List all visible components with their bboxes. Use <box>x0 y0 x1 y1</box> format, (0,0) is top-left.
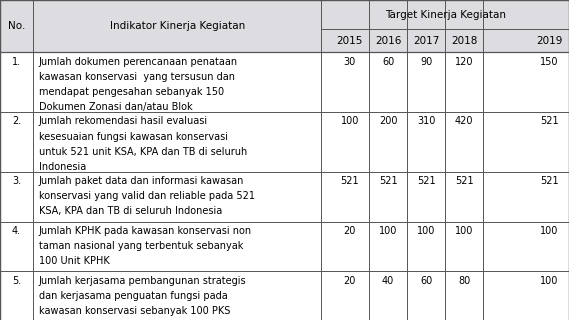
Text: 2016: 2016 <box>375 36 401 46</box>
Text: 420: 420 <box>455 116 473 126</box>
Text: 80: 80 <box>458 276 471 285</box>
Text: 100: 100 <box>341 116 359 126</box>
Text: 2019: 2019 <box>536 36 562 46</box>
Text: dan kerjasama penguatan fungsi pada: dan kerjasama penguatan fungsi pada <box>39 291 228 300</box>
Text: 60: 60 <box>420 276 432 285</box>
Text: Dokumen Zonasi dan/atau Blok: Dokumen Zonasi dan/atau Blok <box>39 102 192 112</box>
Text: Target Kinerja Kegiatan: Target Kinerja Kegiatan <box>385 10 506 20</box>
Text: kesesuaian fungsi kawasan konservasi: kesesuaian fungsi kawasan konservasi <box>39 132 228 141</box>
Text: Jumlah rekomendasi hasil evaluasi: Jumlah rekomendasi hasil evaluasi <box>39 116 208 126</box>
Text: 521: 521 <box>540 116 558 126</box>
Text: 100: 100 <box>540 226 558 236</box>
Text: 20: 20 <box>344 226 356 236</box>
Text: 521: 521 <box>540 176 558 186</box>
Text: No.: No. <box>8 21 25 31</box>
Text: Jumlah paket data dan informasi kawasan: Jumlah paket data dan informasi kawasan <box>39 176 244 186</box>
Text: taman nasional yang terbentuk sebanyak: taman nasional yang terbentuk sebanyak <box>39 241 243 251</box>
Text: untuk 521 unit KSA, KPA dan TB di seluruh: untuk 521 unit KSA, KPA dan TB di seluru… <box>39 147 247 156</box>
Text: kawasan konservasi  yang tersusun dan: kawasan konservasi yang tersusun dan <box>39 72 234 82</box>
Text: Jumlah kerjasama pembangunan strategis: Jumlah kerjasama pembangunan strategis <box>39 276 246 285</box>
Text: Indikator Kinerja Kegiatan: Indikator Kinerja Kegiatan <box>110 21 245 31</box>
Text: Jumlah KPHK pada kawasan konservasi non: Jumlah KPHK pada kawasan konservasi non <box>39 226 252 236</box>
Text: 2017: 2017 <box>413 36 439 46</box>
Text: 521: 521 <box>379 176 397 186</box>
Text: 90: 90 <box>420 57 432 67</box>
Text: 1.: 1. <box>12 57 21 67</box>
Text: KSA, KPA dan TB di seluruh Indonesia: KSA, KPA dan TB di seluruh Indonesia <box>39 206 222 216</box>
Text: 120: 120 <box>455 57 473 67</box>
Text: 60: 60 <box>382 57 394 67</box>
Text: 521: 521 <box>417 176 435 186</box>
Text: kawasan konservasi sebanyak 100 PKS: kawasan konservasi sebanyak 100 PKS <box>39 306 230 316</box>
Text: 310: 310 <box>417 116 435 126</box>
Text: 2.: 2. <box>12 116 21 126</box>
Text: 521: 521 <box>455 176 473 186</box>
Text: 100: 100 <box>540 276 558 285</box>
Text: 40: 40 <box>382 276 394 285</box>
Text: Indonesia: Indonesia <box>39 162 86 172</box>
Text: 2015: 2015 <box>337 36 363 46</box>
Text: mendapat pengesahan sebanyak 150: mendapat pengesahan sebanyak 150 <box>39 87 224 97</box>
Text: konservasi yang valid dan reliable pada 521: konservasi yang valid dan reliable pada … <box>39 191 255 201</box>
Text: 3.: 3. <box>12 176 21 186</box>
Text: 200: 200 <box>379 116 397 126</box>
Text: 100: 100 <box>455 226 473 236</box>
Text: 30: 30 <box>344 57 356 67</box>
Text: 100: 100 <box>417 226 435 236</box>
Text: 521: 521 <box>341 176 359 186</box>
Text: Jumlah dokumen perencanaan penataan: Jumlah dokumen perencanaan penataan <box>39 57 238 67</box>
Text: 150: 150 <box>540 57 558 67</box>
Text: 5.: 5. <box>12 276 21 285</box>
Text: 4.: 4. <box>12 226 21 236</box>
Text: 2018: 2018 <box>451 36 477 46</box>
Text: 20: 20 <box>344 276 356 285</box>
Text: 100: 100 <box>379 226 397 236</box>
Text: 100 Unit KPHK: 100 Unit KPHK <box>39 256 109 266</box>
